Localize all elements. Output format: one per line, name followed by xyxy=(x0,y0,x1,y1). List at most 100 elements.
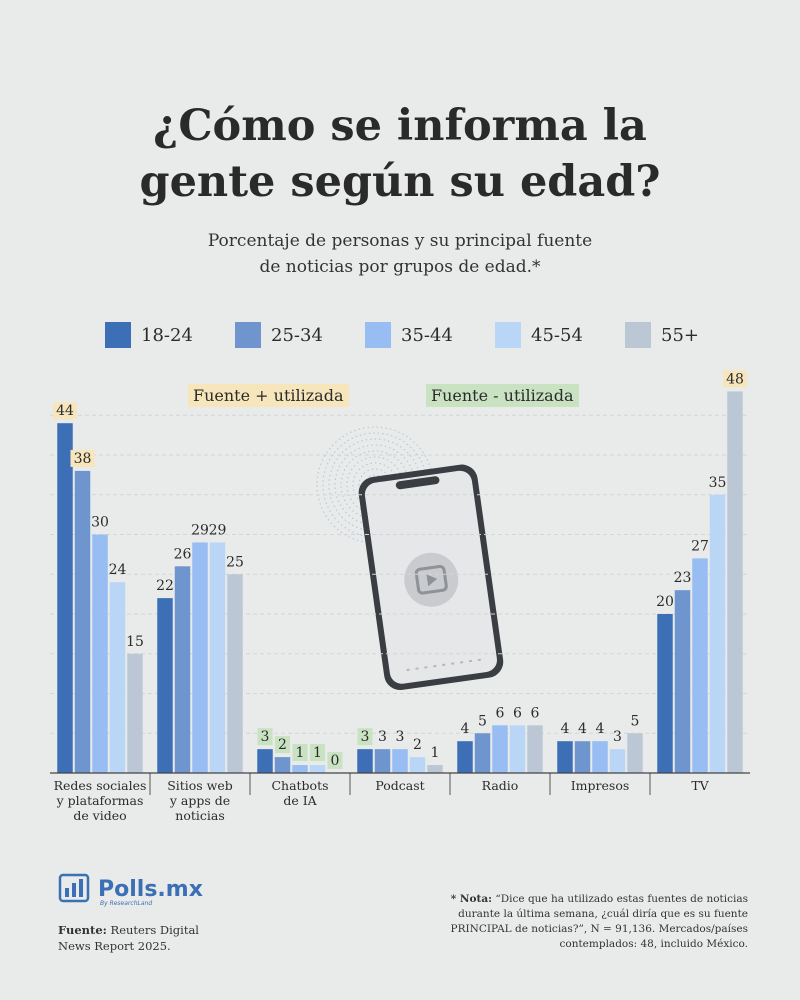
data-label: 1 xyxy=(431,745,440,761)
bar xyxy=(557,741,573,773)
bar xyxy=(692,558,708,773)
note-label: * Nota: xyxy=(450,893,493,905)
legend-swatch xyxy=(495,322,521,348)
data-label-highlight xyxy=(275,736,290,754)
bar xyxy=(457,741,473,773)
bar xyxy=(209,542,226,773)
data-label: 3 xyxy=(613,729,622,745)
bar xyxy=(474,733,491,773)
data-label-highlight xyxy=(70,449,95,467)
data-label: 25 xyxy=(226,554,244,570)
data-label: 6 xyxy=(531,705,540,721)
data-label: 20 xyxy=(656,594,674,610)
source-label: Fuente: xyxy=(58,923,107,937)
data-label: 3 xyxy=(261,729,270,745)
bar xyxy=(174,566,191,773)
legend-swatch xyxy=(235,322,261,348)
data-label: 0 xyxy=(331,753,340,769)
category-label: Chatbots xyxy=(271,778,328,793)
note-text: “Dice que ha utilizado estas fuentes de … xyxy=(450,893,748,950)
data-label-highlight xyxy=(53,402,77,420)
data-label: 27 xyxy=(691,538,709,554)
phone-illustration xyxy=(316,426,504,691)
bar xyxy=(574,741,591,773)
data-label: 3 xyxy=(396,729,405,745)
data-label: 4 xyxy=(578,721,587,737)
legend-swatch xyxy=(625,322,651,348)
source-line-1: Reuters Digital xyxy=(110,923,199,937)
brand-tagline: By ResearchLand xyxy=(100,900,153,907)
data-label-highlight xyxy=(310,744,325,762)
category-label: de IA xyxy=(283,793,317,808)
bar xyxy=(374,749,391,773)
bar xyxy=(492,725,508,773)
data-label: 30 xyxy=(91,515,109,531)
tag-least-used: Fuente - utilizada xyxy=(426,384,579,407)
data-label-highlight xyxy=(257,728,273,746)
tag-most-used: Fuente + utilizada xyxy=(188,384,349,407)
legend-item-2: 25-34 xyxy=(235,322,323,348)
bar xyxy=(627,733,643,773)
bar xyxy=(427,765,443,773)
data-label: 3 xyxy=(378,729,387,745)
source-line-2: News Report 2025. xyxy=(58,939,171,953)
subtitle-line-2: de noticias por grupos de edad.* xyxy=(259,257,541,277)
data-label: 4 xyxy=(561,721,570,737)
category-label: Impresos xyxy=(571,778,630,793)
bar xyxy=(509,725,526,773)
subtitle-line-1: Porcentaje de personas y su principal fu… xyxy=(207,231,593,251)
category-label: y apps de xyxy=(169,793,230,808)
category-label: y plataformas xyxy=(56,793,144,808)
data-label: 24 xyxy=(109,562,127,578)
data-label: 29 xyxy=(191,522,209,538)
bar xyxy=(409,757,426,773)
category-label: Radio xyxy=(482,778,519,793)
data-label: 35 xyxy=(709,475,727,491)
bar xyxy=(257,749,273,773)
bar xyxy=(657,614,673,773)
legend-label: 45-54 xyxy=(531,324,583,346)
data-label: 23 xyxy=(674,570,692,586)
bar xyxy=(192,542,208,773)
bar xyxy=(274,757,291,773)
bar xyxy=(57,423,73,773)
legend-item-5: 55+ xyxy=(625,322,699,348)
data-label: 48 xyxy=(726,371,744,387)
data-label: 44 xyxy=(56,403,74,419)
bar xyxy=(674,590,691,773)
legend-item-3: 35-44 xyxy=(365,322,453,348)
legend-swatch xyxy=(365,322,391,348)
data-label-highlight xyxy=(292,744,308,762)
footnote: * Nota: “Dice que ha utilizado estas fue… xyxy=(418,892,748,952)
data-label: 15 xyxy=(126,634,144,650)
legend-label: 55+ xyxy=(661,324,699,346)
bar xyxy=(727,391,743,773)
bar xyxy=(227,574,243,773)
bar xyxy=(92,534,108,773)
data-label-highlight xyxy=(723,370,747,388)
legend-swatch xyxy=(105,322,131,348)
data-label: 4 xyxy=(596,721,605,737)
bar xyxy=(609,749,626,773)
bar xyxy=(157,598,173,773)
chart-legend: 18-24 25-34 35-44 45-54 55+ xyxy=(105,322,705,350)
data-label: 5 xyxy=(631,713,640,729)
bar xyxy=(709,494,726,773)
legend-item-4: 45-54 xyxy=(495,322,583,348)
bar xyxy=(127,653,143,773)
data-label: 3 xyxy=(361,729,370,745)
data-label: 26 xyxy=(174,546,192,562)
title-line-2: gente según su edad? xyxy=(139,157,661,207)
data-label-highlight xyxy=(357,728,373,746)
bar xyxy=(527,725,543,773)
data-label: 38 xyxy=(74,451,92,467)
category-label: TV xyxy=(691,778,709,793)
title-line-1: ¿Cómo se informa la xyxy=(153,101,647,151)
bar xyxy=(592,741,608,773)
page-subtitle: Porcentaje de personas y su principal fu… xyxy=(0,228,800,280)
brand-name: Polls.mx xyxy=(98,876,203,902)
page-title: ¿Cómo se informa la gente según su edad? xyxy=(0,98,800,210)
polls-logo-icon xyxy=(58,873,90,903)
category-label: Sitios web xyxy=(167,778,233,793)
